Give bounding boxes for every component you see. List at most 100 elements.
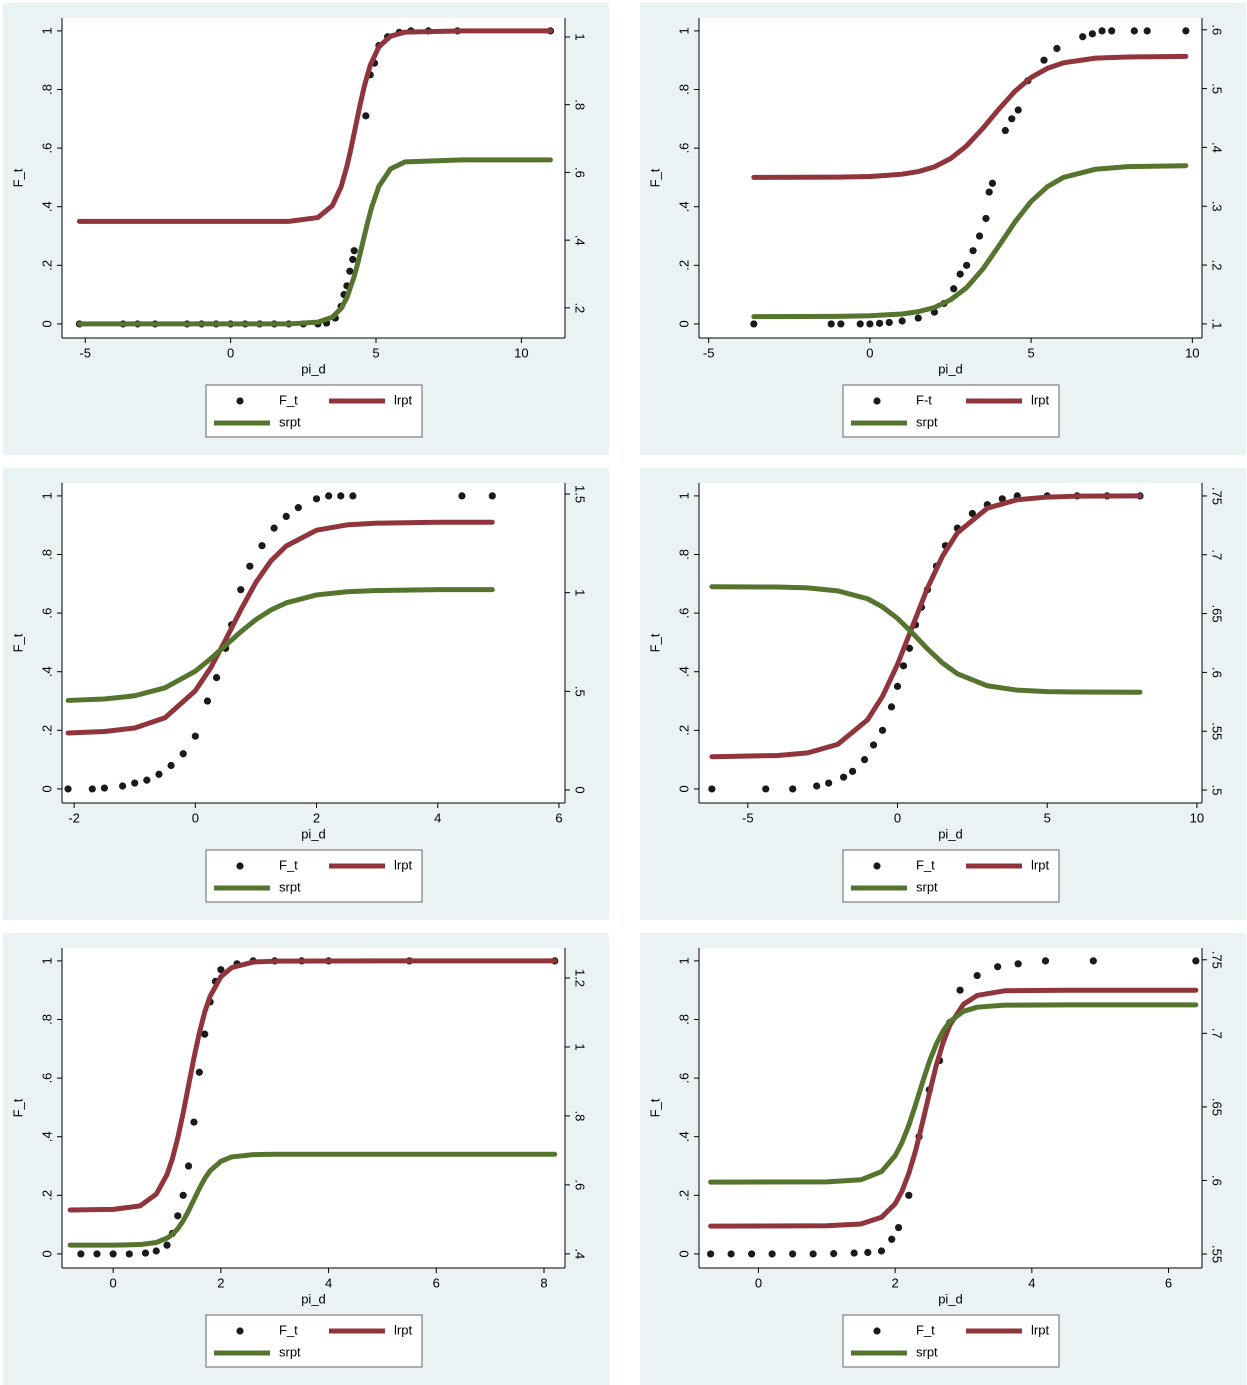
scatter-point [1008,115,1016,123]
scatter-point [100,784,109,792]
y-tick-label: .4 [39,201,54,212]
x-axis-title: pi_d [301,826,326,841]
y2-tick-label: .65 [1210,605,1225,623]
y-tick-label: .4 [676,1131,691,1142]
scatter-point [1014,106,1022,114]
scatter-point [294,504,302,512]
scatter-point [191,732,199,740]
scatter-point [1041,957,1050,965]
legend-label: srpt [279,879,301,894]
y2-tick-label: .8 [573,1111,588,1122]
y-tick-label: 1 [676,492,691,499]
x-tick-label: -2 [68,810,80,825]
x-tick-label: 4 [434,810,441,825]
scatter-point [1014,960,1022,968]
y-tick-label: 0 [39,320,54,327]
x-tick-label: -5 [79,345,91,360]
curve [67,1151,558,1248]
x-tick-label: 0 [110,1275,117,1290]
y-tick-label: .8 [39,84,54,95]
curve [708,987,1199,1229]
y2-tick-label: .1 [1210,318,1225,329]
y-axis-title: F_t [647,168,662,187]
scatter-point [848,767,857,775]
scatter-point [878,726,887,734]
y-tick-label: .8 [39,549,54,560]
x-tick-label: 0 [227,345,234,360]
y-axis-title: F_t [10,1098,25,1117]
scatter-point [869,741,878,749]
legend-label: F_t [279,857,298,872]
scatter-point [982,214,990,223]
curve [709,584,1143,695]
curve [751,53,1189,180]
legend-label: srpt [279,414,301,429]
x-tick-label: 0 [755,1275,762,1290]
scatter-point [789,1250,797,1258]
scatter-point [237,586,245,594]
y2-tick-label: 0 [573,786,588,793]
scatter-point [956,986,964,994]
legend-label: F_t [916,1322,935,1337]
plot-area [699,948,1202,1268]
scatter-point [125,1250,133,1258]
scatter-point [994,963,1002,971]
scatter-point [270,524,278,532]
x-tick-label: 10 [1185,345,1199,360]
y2-tick-label: .6 [1210,667,1225,678]
scatter-point [887,703,896,711]
legend-label: srpt [916,1344,938,1359]
scatter-point [201,1030,209,1038]
scatter-point [217,966,225,974]
plot-area [699,483,1202,803]
y2-tick-label: .7 [1210,549,1225,560]
x-tick-label: 0 [894,810,901,825]
legend-box [205,849,423,903]
scatter-point [899,662,908,670]
scatter-point [864,1248,872,1257]
y-tick-label: .4 [676,201,691,212]
y2-tick-label: .55 [1210,722,1225,740]
scatter-point [212,673,221,682]
x-tick-label: 0 [192,810,199,825]
x-tick-label: 6 [433,1275,440,1290]
y-tick-label: 1 [39,492,54,499]
y-tick-label: .2 [676,725,691,736]
scatter-point [825,779,833,787]
scatter-point [1182,27,1190,35]
y2-tick-label: .6 [573,1179,588,1190]
scatter-point [985,188,993,196]
scatter-point [141,1249,150,1257]
y-tick-label: 0 [39,1250,54,1257]
legend-box [842,849,1060,903]
y2-tick-label: .7 [1210,1028,1225,1039]
y-tick-label: 0 [676,785,691,792]
scatter-point [1098,27,1106,35]
curve [76,157,553,327]
x-tick-label: -5 [742,810,754,825]
scatter-point [956,270,964,278]
y2-tick-label: .75 [1210,951,1225,969]
scatter-point [349,255,357,264]
legend-marker [873,862,881,870]
scatter-point [905,644,914,652]
scatter-point [1088,30,1096,38]
scatter-point [813,782,821,790]
y-axis-title: F_t [647,1098,662,1117]
x-tick-label: 4 [325,1275,332,1290]
scatter-point [707,1250,715,1258]
scatter-point [349,492,357,500]
y2-tick-label: .2 [1210,260,1225,271]
scatter-point [88,785,96,793]
scatter-point [93,1250,101,1258]
curve [76,28,553,224]
scatter-point [893,682,902,690]
scatter-point [837,320,845,328]
scatter-point [312,495,321,503]
x-tick-label: 8 [540,1275,547,1290]
scatter-point [914,314,922,322]
y2-tick-label: 1.2 [573,969,588,987]
panel: 0 .2 .4 .6 .8 1 .5 .55 .6 .65 .7 .75 -5 0 5 10 pi_d F_t F_… [640,468,1246,920]
scatter-point [109,1250,117,1258]
scatter-point [708,785,716,793]
